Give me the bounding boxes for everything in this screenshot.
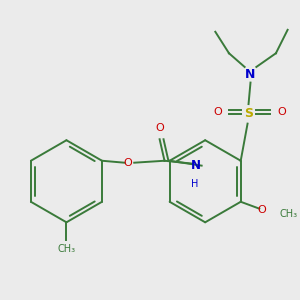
Text: O: O (155, 123, 164, 134)
Text: O: O (258, 205, 267, 214)
Text: H: H (191, 179, 199, 189)
Text: CH₃: CH₃ (280, 208, 298, 218)
Text: N: N (245, 68, 256, 81)
Text: O: O (213, 107, 222, 117)
Text: O: O (278, 107, 286, 117)
Text: S: S (244, 107, 253, 120)
Text: N: N (191, 159, 201, 172)
Text: O: O (123, 158, 132, 168)
Text: CH₃: CH₃ (57, 244, 76, 254)
